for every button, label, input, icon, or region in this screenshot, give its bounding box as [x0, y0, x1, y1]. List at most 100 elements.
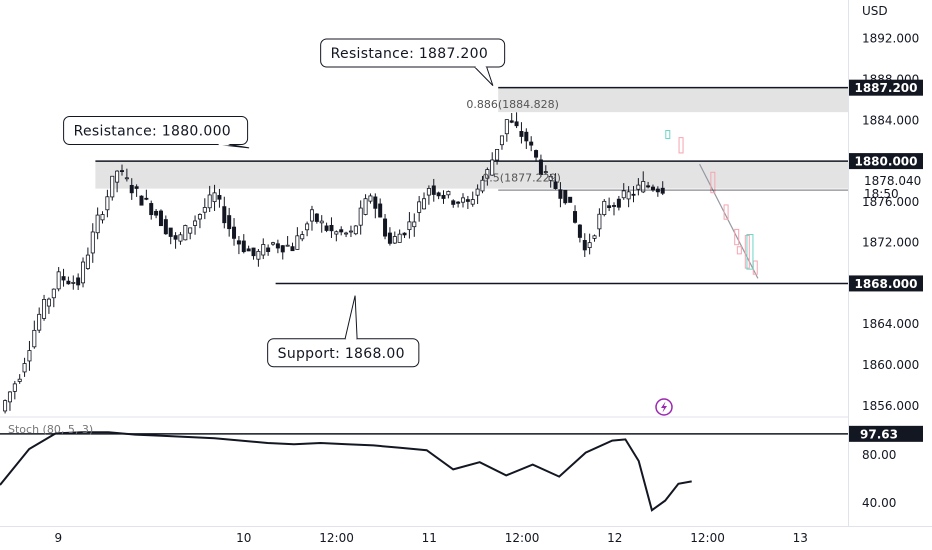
- candle-body: [641, 181, 646, 193]
- candle-body: [490, 159, 495, 176]
- candle-body: [548, 175, 553, 181]
- candle-body: [110, 175, 115, 198]
- callout-tail: [217, 144, 250, 149]
- candle-body: [485, 169, 490, 179]
- candle-body: [650, 186, 655, 191]
- candle-body: [607, 205, 612, 208]
- candle-body: [295, 235, 300, 250]
- y-tick-label: 1856.000: [862, 399, 919, 413]
- candle-body: [251, 247, 256, 257]
- candle-body: [636, 184, 641, 190]
- y-axis[interactable]: 1892.0001888.0001884.0001876.0001872.000…: [498, 32, 923, 413]
- candle-body: [183, 225, 188, 241]
- candle-body: [66, 280, 71, 285]
- fib-label: 0.886(1884.828): [466, 98, 559, 111]
- candle-body: [193, 220, 198, 226]
- candle-body: [246, 248, 251, 252]
- price-candles: [3, 112, 665, 414]
- callout-box: [63, 116, 249, 146]
- projection-trendline: [699, 163, 759, 279]
- candle-body: [227, 215, 232, 230]
- x-tick-label: 12: [607, 531, 622, 545]
- callout-text: Support: 1868.00: [278, 346, 405, 362]
- stoch-tick-label: 80.00: [862, 448, 896, 462]
- candle-body: [568, 196, 573, 203]
- callout: Resistance: 1887.200: [320, 38, 506, 86]
- price-level-badge: [849, 153, 923, 170]
- candle-body: [12, 383, 17, 392]
- stoch-line: [0, 431, 692, 512]
- candle-body: [3, 400, 8, 412]
- candle-body: [90, 231, 95, 254]
- projection-candle: [734, 228, 740, 246]
- candle-body: [319, 220, 324, 224]
- candle-body: [81, 261, 86, 284]
- candle-body: [387, 232, 392, 244]
- candle-body: [348, 230, 353, 233]
- candle-body: [71, 281, 76, 284]
- candle-body: [475, 188, 480, 196]
- callout-tail: [344, 295, 358, 339]
- candle-body: [309, 209, 314, 222]
- candle-body: [597, 213, 602, 230]
- candle-body: [202, 207, 207, 213]
- candle-body: [222, 206, 227, 224]
- price-level-text: 1868.000: [854, 277, 917, 291]
- candle-body: [358, 207, 363, 226]
- x-axis[interactable]: 9 10 12:00 11 12:00 12 12:00 13: [54, 531, 807, 545]
- projection-candle-bull: [665, 130, 671, 140]
- candle-body: [534, 150, 539, 158]
- candle-body: [422, 198, 427, 210]
- candle-body: [412, 221, 417, 228]
- candle-body: [17, 378, 22, 382]
- candle-body: [519, 131, 524, 137]
- candle-body: [417, 201, 422, 213]
- candle-body: [329, 224, 334, 232]
- candle-body: [290, 246, 295, 252]
- callout-text: Resistance: 1887.200: [331, 46, 488, 62]
- candle-body: [509, 120, 514, 123]
- callout: Support: 1868.00: [267, 295, 420, 368]
- candle-body: [314, 213, 319, 222]
- candle-body: [524, 131, 529, 142]
- candle-body: [378, 203, 383, 218]
- y-tick-label: 1884.000: [862, 113, 919, 127]
- candle-body: [504, 119, 509, 135]
- projection-candle-bull: [746, 233, 754, 270]
- candle-body: [285, 244, 290, 247]
- candle-body: [621, 190, 626, 199]
- price-level-badge: [849, 275, 923, 292]
- candle-body: [217, 195, 222, 200]
- price-level-badge: [849, 79, 923, 96]
- candle-body: [660, 187, 665, 194]
- callout: Resistance: 1880.000: [63, 116, 250, 149]
- candle-body: [7, 391, 12, 403]
- candle-body: [178, 234, 183, 242]
- candle-body: [495, 148, 500, 161]
- candle-body: [573, 211, 578, 223]
- candle-body: [76, 277, 81, 286]
- stoch-level-badge: [849, 425, 923, 442]
- x-tick-label: 12:00: [505, 531, 540, 545]
- candle-body: [275, 243, 280, 249]
- candle-body: [446, 191, 451, 196]
- candle-body: [37, 313, 42, 331]
- candle-body: [392, 236, 397, 244]
- candle-body: [344, 232, 349, 235]
- candle-body: [163, 219, 168, 235]
- candle-body: [61, 276, 66, 281]
- candle-body: [207, 194, 212, 209]
- candle-body: [553, 181, 558, 189]
- price-level-text: 1880.000: [854, 155, 917, 169]
- lightning-icon[interactable]: [655, 398, 673, 416]
- candle-body: [124, 177, 129, 180]
- candle-body: [144, 197, 149, 200]
- candle-body: [543, 171, 548, 173]
- candle-body: [154, 210, 159, 216]
- candle-body: [305, 223, 310, 231]
- candle-body: [271, 242, 276, 245]
- candle-body: [529, 141, 534, 146]
- candle-body: [563, 189, 568, 204]
- x-tick-label: 9: [54, 531, 62, 545]
